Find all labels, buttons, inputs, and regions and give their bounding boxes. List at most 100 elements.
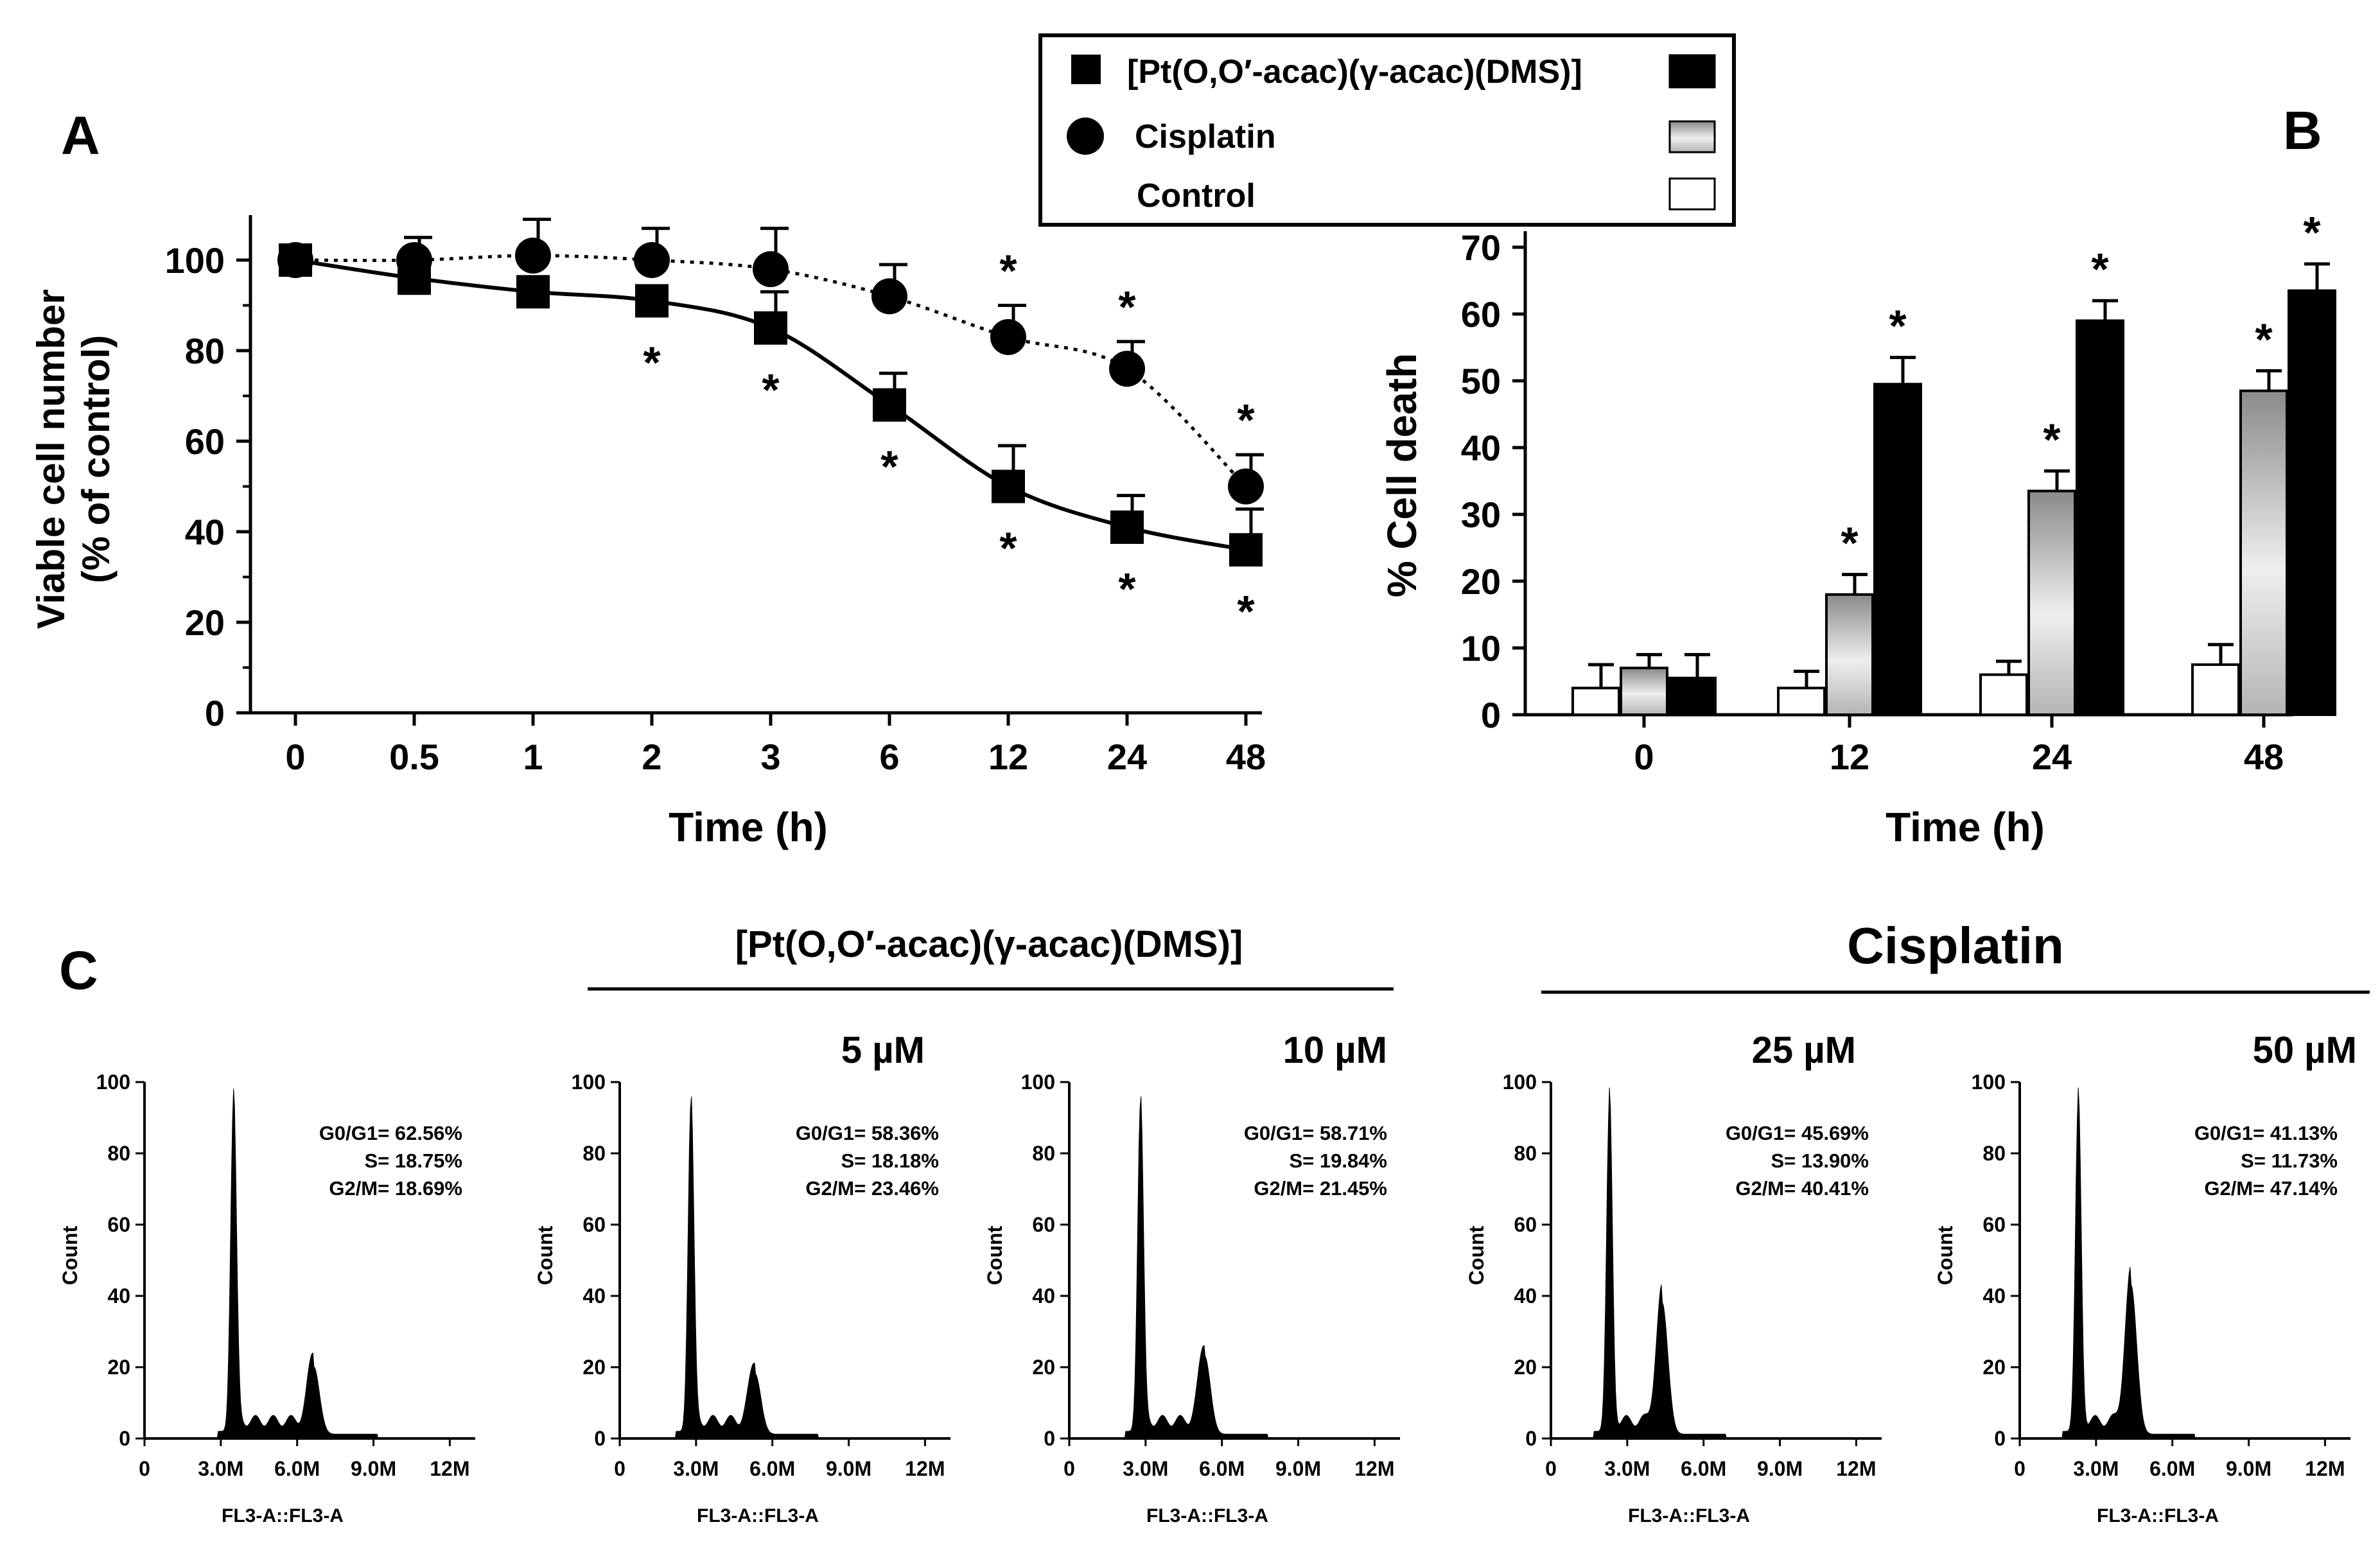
histogram-ytick-label: 80 bbox=[1514, 1142, 1537, 1165]
histogram-panel-2: 5 µM G0/G1= 58.36% S= 18.18% G2/M= 23.46… bbox=[534, 1029, 950, 1526]
panel-label-c: C bbox=[59, 940, 98, 1001]
histogram-xtick-label: 6.0M bbox=[1199, 1457, 1245, 1480]
histogram-ytick-label: 20 bbox=[1032, 1356, 1055, 1379]
panel-a-point-cisplatin bbox=[1228, 468, 1264, 505]
panel-b-bar-control bbox=[1777, 686, 1826, 717]
panel-a-point-pt bbox=[873, 388, 906, 422]
panel-a-ytick-label: 100 bbox=[165, 240, 225, 281]
panel-a-point-cisplatin bbox=[753, 251, 789, 288]
legend: [Pt(O,O′-acac)(γ-acac)(DMS)] Cisplatin C… bbox=[1038, 33, 1736, 227]
panel-b-significance-star: * bbox=[2091, 244, 2109, 294]
histogram-xtick-label: 9.0M bbox=[351, 1457, 396, 1480]
histogram-ytick-label: 20 bbox=[107, 1356, 130, 1379]
histogram-xtick-label: 0 bbox=[614, 1457, 626, 1480]
histogram-5-concentration: 50 µM bbox=[2253, 1029, 2357, 1071]
panel-c-headers: [Pt(O,O′-acac)(γ-acac)(DMS)] Cisplatin bbox=[588, 917, 2370, 994]
histogram-xtick-label: 3.0M bbox=[1604, 1457, 1650, 1480]
histogram-ytick-label: 0 bbox=[119, 1427, 130, 1450]
histogram-xtick-label: 0 bbox=[2014, 1457, 2026, 1480]
panel-a-ytick-label: 0 bbox=[205, 693, 225, 733]
histogram-xtick-label: 3.0M bbox=[198, 1457, 243, 1480]
panel-b-ytick-label: 70 bbox=[1461, 227, 1501, 268]
panel-a-point-pt bbox=[516, 275, 550, 309]
panel-b-significance-star: * bbox=[2303, 207, 2321, 258]
panel-a-significance-star: * bbox=[643, 337, 661, 387]
panel-a-ytick-label: 20 bbox=[185, 602, 225, 643]
panel-b-ytick-label: 30 bbox=[1461, 494, 1501, 535]
histogram-5-xlabel: FL3-A::FL3-A bbox=[2097, 1505, 2219, 1526]
panel-a-ylabel: Viable cell number bbox=[30, 289, 73, 629]
histogram-xtick-label: 9.0M bbox=[2226, 1457, 2271, 1480]
panel-a-xtick-label: 0 bbox=[285, 737, 305, 777]
panel-a-significance-star: * bbox=[999, 246, 1017, 296]
panel-b-xtick-label: 48 bbox=[2244, 737, 2284, 777]
panel-b-bar-pt bbox=[1668, 676, 1717, 717]
panel-a-xtick-label: 48 bbox=[1226, 737, 1266, 777]
panel-b-bar-control bbox=[2191, 663, 2240, 716]
histogram-2-xlabel: FL3-A::FL3-A bbox=[697, 1505, 819, 1526]
histogram-ytick-label: 20 bbox=[1982, 1356, 2006, 1379]
panel-a-xtick-label: 6 bbox=[879, 737, 899, 777]
histogram-ytick-label: 60 bbox=[1032, 1213, 1055, 1236]
panel-b-bar-control bbox=[1979, 673, 2028, 716]
panel-a-significance-star: * bbox=[1118, 282, 1136, 332]
histogram-ytick-label: 60 bbox=[582, 1213, 606, 1236]
panel-b-bar-cisplatin bbox=[2027, 489, 2076, 716]
histogram-xtick-label: 0 bbox=[1545, 1457, 1557, 1480]
histogram-4-xlabel: FL3-A::FL3-A bbox=[1628, 1505, 1750, 1526]
legend-ctrl-swatch bbox=[1668, 177, 1716, 211]
panel-b-ytick-label: 40 bbox=[1461, 428, 1501, 468]
panel-b-significance-star: * bbox=[2043, 414, 2061, 464]
histogram-3-g0g1-stat: G0/G1= 58.71% bbox=[1244, 1122, 1387, 1144]
histogram-area bbox=[632, 1096, 887, 1439]
histogram-1-xlabel: FL3-A::FL3-A bbox=[222, 1505, 344, 1526]
histogram-1-g2m-stat: G2/M= 18.69% bbox=[329, 1177, 462, 1200]
legend-pt-label: [Pt(O,O′-acac)(γ-acac)(DMS)] bbox=[1127, 53, 1582, 91]
histogram-3-xlabel: FL3-A::FL3-A bbox=[1146, 1505, 1268, 1526]
histogram-2-g2m-stat: G2/M= 23.46% bbox=[805, 1177, 939, 1200]
panel-a-significance-star: * bbox=[880, 442, 898, 492]
histogram-xtick-label: 3.0M bbox=[2073, 1457, 2119, 1480]
panel-b-bars: * * * * * * bbox=[1571, 207, 2336, 717]
histogram-xtick-label: 3.0M bbox=[1123, 1457, 1168, 1480]
panel-a-point-cisplatin bbox=[990, 319, 1026, 355]
histogram-1-s-stat: S= 18.75% bbox=[364, 1149, 462, 1172]
histogram-panel-1: G0/G1= 62.56% S= 18.75% G2/M= 18.69% Cou… bbox=[58, 1071, 475, 1526]
histogram-4-s-stat: S= 13.90% bbox=[1771, 1149, 1869, 1172]
panel-b-bar-pt bbox=[2076, 319, 2124, 716]
histogram-ytick-label: 100 bbox=[96, 1071, 130, 1094]
histogram-panel-5: 50 µM G0/G1= 41.13% S= 11.73% G2/M= 47.1… bbox=[1934, 1029, 2357, 1526]
histogram-ytick-label: 80 bbox=[107, 1142, 130, 1165]
histogram-ytick-label: 40 bbox=[1032, 1284, 1055, 1307]
histogram-xtick-label: 3.0M bbox=[673, 1457, 719, 1480]
histogram-xtick-label: 12M bbox=[1836, 1457, 1876, 1480]
panel-b-ytick-label: 60 bbox=[1461, 294, 1501, 335]
histogram-ytick-label: 100 bbox=[1021, 1071, 1055, 1094]
histogram-5-g2m-stat: G2/M= 47.14% bbox=[2204, 1177, 2338, 1200]
histogram-ytick-label: 40 bbox=[107, 1284, 130, 1307]
panel-label-b: B bbox=[2283, 100, 2322, 161]
panel-a-xtick-label: 1 bbox=[523, 737, 543, 777]
legend-cis-label: Cisplatin bbox=[1135, 118, 1276, 155]
histogram-ytick-label: 60 bbox=[1982, 1213, 2006, 1236]
legend-ctrl-label: Control bbox=[1137, 177, 1256, 214]
histogram-2-g0g1-stat: G0/G1= 58.36% bbox=[796, 1122, 939, 1144]
histogram-3-concentration: 10 µM bbox=[1283, 1029, 1387, 1071]
panel-b-significance-star: * bbox=[1889, 301, 1907, 351]
histogram-ytick-label: 80 bbox=[582, 1142, 606, 1165]
panel-a-point-pt bbox=[992, 469, 1025, 503]
panel-a-significance-star: * bbox=[999, 523, 1017, 573]
histogram-5-ylabel: Count bbox=[1934, 1225, 1957, 1285]
panel-a-point-cisplatin bbox=[277, 242, 313, 278]
histogram-area bbox=[2032, 1087, 2287, 1439]
panel-a-point-cisplatin bbox=[871, 278, 907, 315]
panel-a-significance-star: * bbox=[1237, 586, 1255, 636]
panel-a-point-pt bbox=[754, 311, 787, 345]
histogram-ytick-label: 0 bbox=[1044, 1427, 1055, 1450]
panel-b-bar-cisplatin bbox=[1620, 667, 1668, 716]
histogram-area bbox=[157, 1088, 412, 1439]
histogram-ytick-label: 100 bbox=[1503, 1071, 1537, 1094]
legend-cis-swatch bbox=[1668, 120, 1716, 153]
panel-a-xtick-label: 24 bbox=[1107, 737, 1147, 777]
